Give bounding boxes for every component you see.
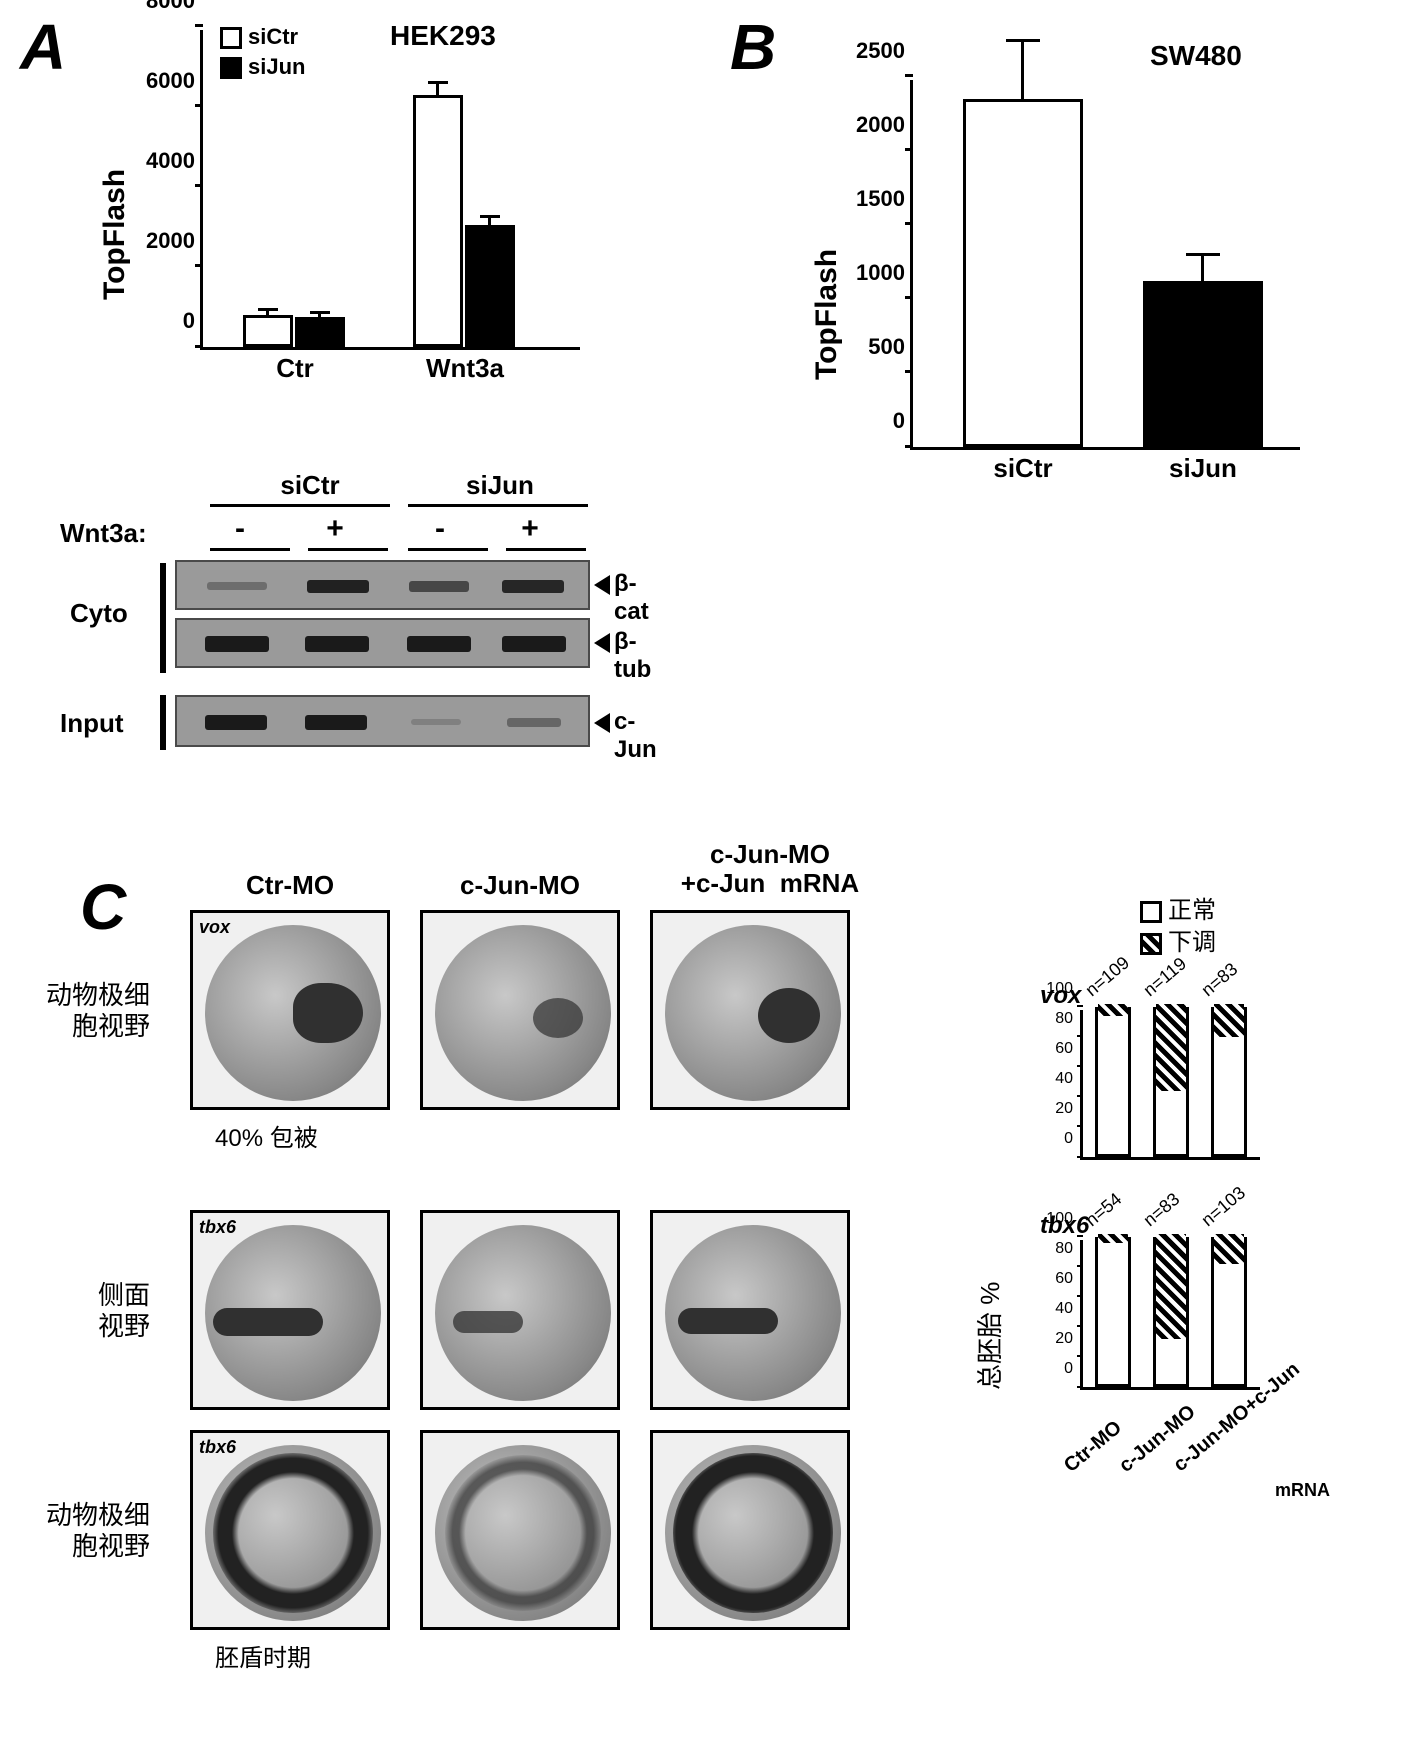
embryo-img: [650, 910, 850, 1110]
panel-c-barcharts: 正常 下调 总胚胎 % vox 0 20 40 60 80 100 n=109 …: [970, 910, 1390, 1690]
embryo-img: [420, 910, 620, 1110]
bar-wnt3a-sijun: [465, 225, 515, 347]
panel-b-plotarea: 0 500 1000 1500 2000 2500 siCtr siJun: [910, 80, 1300, 450]
blot-col-sictr: siCtr: [230, 470, 390, 501]
gene-tag: tbx6: [199, 1217, 236, 1238]
minichart-tbx6: tbx6 0 20 40 60 80 100 n=54 n=83 n=103: [1010, 1200, 1270, 1400]
caption-shield: 胚盾时期: [215, 1638, 311, 1673]
bar-wnt3a-sictr: [413, 95, 463, 347]
stackbar: [1095, 1007, 1131, 1157]
blot-group-cyto: Cyto: [70, 598, 128, 629]
mini-plotarea: 0 20 40 60 80 100 n=109 n=119 n=83: [1080, 1010, 1260, 1160]
row-label-3: 动物极细胞视野: [0, 1500, 150, 1562]
embryo-img: [650, 1430, 850, 1630]
legend-text: 正常: [1168, 897, 1216, 924]
bar-ctr-sictr: [243, 315, 293, 347]
blot-strip-bcat: [175, 560, 590, 610]
bar-b-sictr: [963, 99, 1083, 447]
legend-normal: 正常: [1140, 890, 1216, 925]
legend-swatch: [1140, 933, 1162, 955]
c-xlabel: Ctr-MO: [1060, 1416, 1127, 1477]
blot-target-btub: β-tub: [614, 628, 670, 684]
legend-swatch: [1140, 901, 1162, 923]
embryo-img: [650, 1210, 850, 1410]
gene-tag: tbx6: [199, 1437, 236, 1458]
blot-target-cjun: c-Jun: [614, 708, 670, 764]
stackbar: [1211, 1237, 1247, 1387]
panel-a-yaxis-title: TopFlash: [98, 169, 132, 300]
col-label-rescue: c-Jun-MO+c-Jun mRNA: [650, 840, 890, 897]
blot-wnt3a-label: Wnt3a:: [60, 518, 147, 549]
xlabel-ctr: Ctr: [243, 353, 347, 384]
xlabel-b-sictr: siCtr: [963, 453, 1083, 484]
blot-group-input: Input: [60, 708, 124, 739]
stackbar: [1211, 1007, 1247, 1157]
stackbar: [1153, 1237, 1189, 1387]
xlabel-b-sijun: siJun: [1143, 453, 1263, 484]
blot-strip-btub: [175, 618, 590, 668]
c-yaxis-title: 总胚胎 %: [970, 1282, 1007, 1390]
blot-sign: -: [220, 512, 260, 546]
blot-sign: +: [315, 512, 355, 546]
bar-b-sijun: [1143, 281, 1263, 447]
row-label-1: 动物极细胞视野: [0, 980, 150, 1042]
blot-sign: +: [510, 512, 550, 546]
panel-b-barchart: SW480 TopFlash 0 500 1000 1500 2000 2500…: [830, 70, 1370, 510]
stackbar: [1153, 1007, 1189, 1157]
minichart-vox: vox 0 20 40 60 80 100 n=109 n=119 n=83: [1010, 970, 1270, 1170]
panel-b-label: B: [730, 10, 776, 84]
blot-sign: -: [420, 512, 460, 546]
embryo-img: [420, 1210, 620, 1410]
col-label-cjunmo: c-Jun-MO: [420, 870, 620, 901]
embryo-img: tbx6: [190, 1210, 390, 1410]
c-xlabel-sub: mRNA: [1275, 1480, 1330, 1501]
blot-target-bcat: β-cat: [614, 570, 670, 626]
embryo-img: vox: [190, 910, 390, 1110]
blot-col-sijun: siJun: [420, 470, 580, 501]
legend-down: 下调: [1140, 922, 1216, 957]
embryo-img: [420, 1430, 620, 1630]
col-label-ctrmo: Ctr-MO: [190, 870, 390, 901]
panel-a-plotarea: 0 2000 4000 6000 8000 Ctr Wnt3a: [200, 30, 580, 350]
embryo-img: tbx6: [190, 1430, 390, 1630]
gene-tag: vox: [199, 917, 230, 938]
row-label-2: 侧面视野: [0, 1280, 150, 1342]
mini-plotarea: 0 20 40 60 80 100 n=54 n=83 n=103: [1080, 1240, 1260, 1390]
xlabel-wnt3a: Wnt3a: [413, 353, 517, 384]
stackbar: [1095, 1237, 1131, 1387]
panel-b-cellline: SW480: [1150, 40, 1242, 72]
legend-text: 下调: [1168, 929, 1216, 956]
panel-c-imagegrid: Ctr-MO c-Jun-MO c-Jun-MO+c-Jun mRNA 动物极细…: [160, 870, 920, 1690]
panel-b-yaxis-title: TopFlash: [810, 249, 844, 380]
panel-a-barchart: TopFlash HEK293 siCtr siJun 0 2000 4000 …: [110, 20, 630, 420]
panel-a-westernblot: siCtr siJun Wnt3a: - + - + Cyto β-cat β-…: [60, 470, 670, 800]
panel-a-label: A: [20, 10, 66, 84]
bar-ctr-sijun: [295, 317, 345, 347]
blot-strip-cjun: [175, 695, 590, 747]
panel-c-label: C: [80, 870, 126, 944]
caption-40epiboly: 40% 包被: [215, 1118, 318, 1153]
